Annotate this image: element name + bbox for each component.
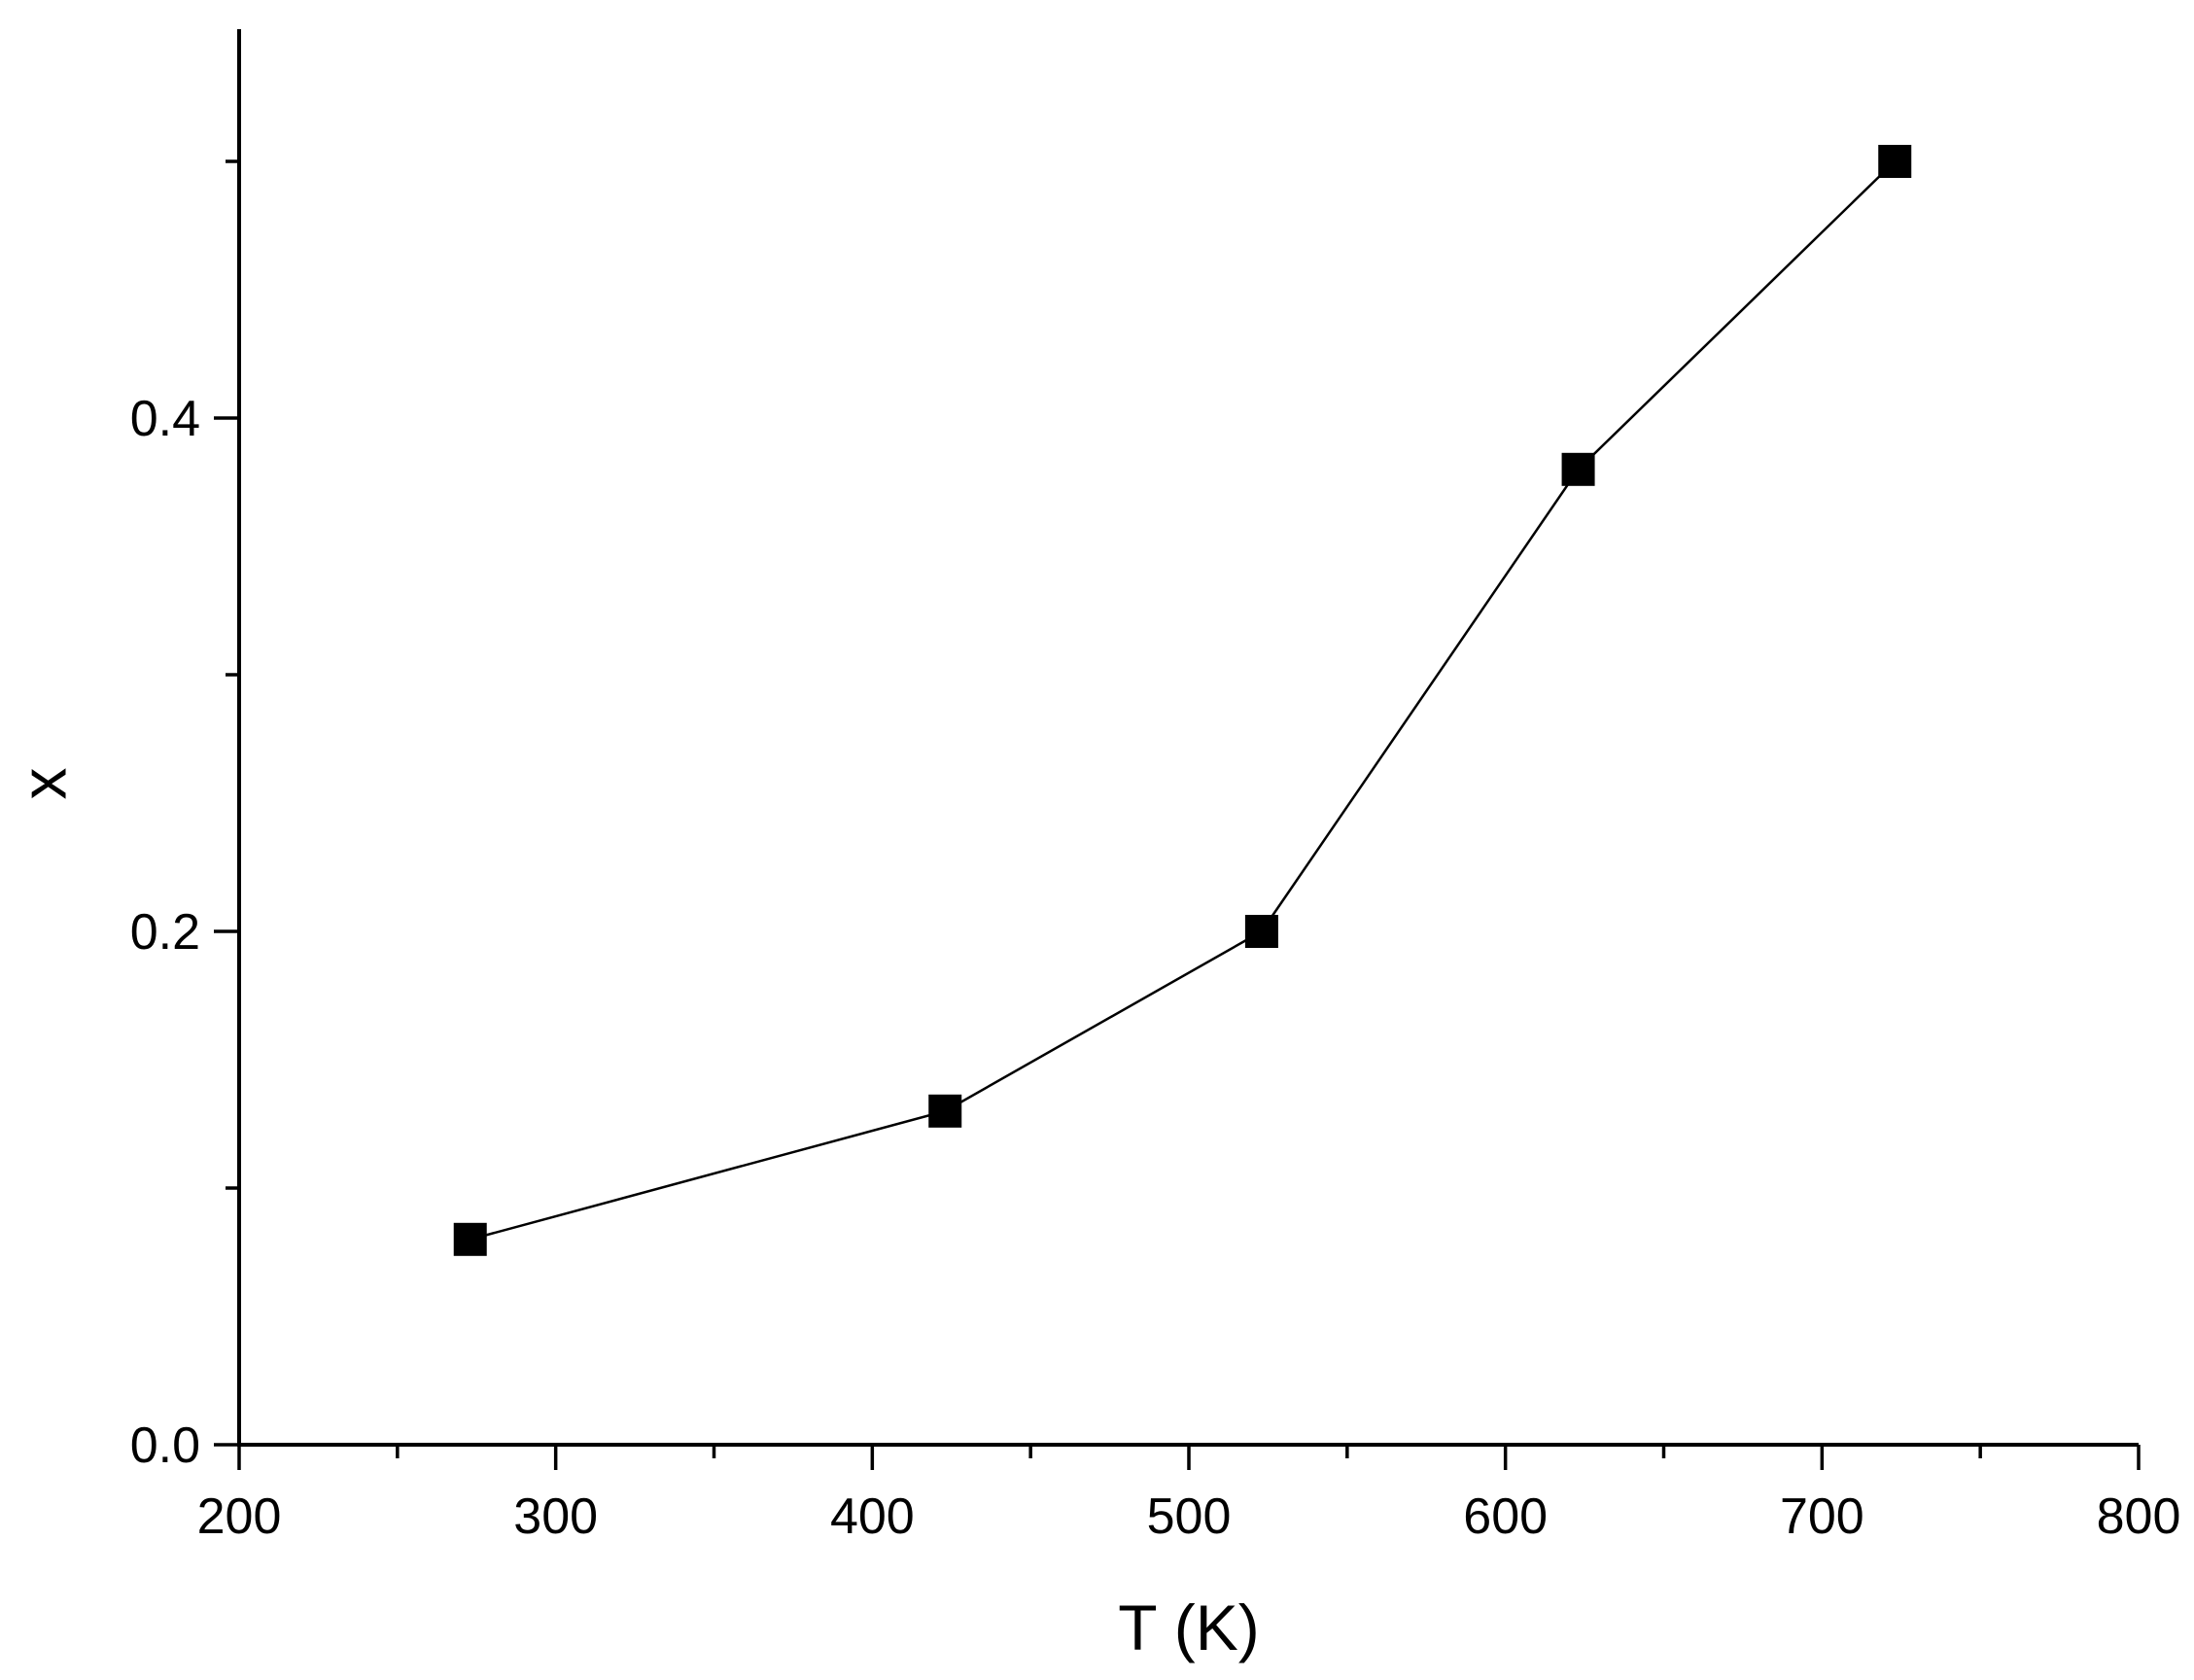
x-axis-title: T (K) [1118,1592,1259,1663]
y-axis-title: x [7,768,79,800]
x-tick-label: 400 [830,1488,915,1545]
y-tick-label: 0.4 [130,391,200,447]
data-point-marker [1244,915,1278,948]
axes [237,29,2139,1447]
x-tick-label: 300 [513,1488,598,1545]
x-tick-label: 600 [1463,1488,1548,1545]
series-line [470,160,1897,1242]
x-tick-label: 200 [197,1488,282,1545]
x-tick-label: 500 [1147,1488,1232,1545]
data-point-marker [1878,145,1912,178]
y-tick-label: 0.2 [130,904,200,961]
x-ticks: 200 300 400 500 600 700 800 [197,1445,2181,1545]
data-point-marker [1561,452,1595,486]
x-tick-label: 700 [1780,1488,1864,1545]
data-point-marker [928,1094,962,1128]
data-point-marker [453,1222,487,1256]
series [453,145,1912,1256]
y-ticks: 0.0 0.2 0.4 [130,159,239,1474]
x-tick-label: 800 [2097,1488,2181,1545]
y-tick-label: 0.0 [130,1418,200,1474]
